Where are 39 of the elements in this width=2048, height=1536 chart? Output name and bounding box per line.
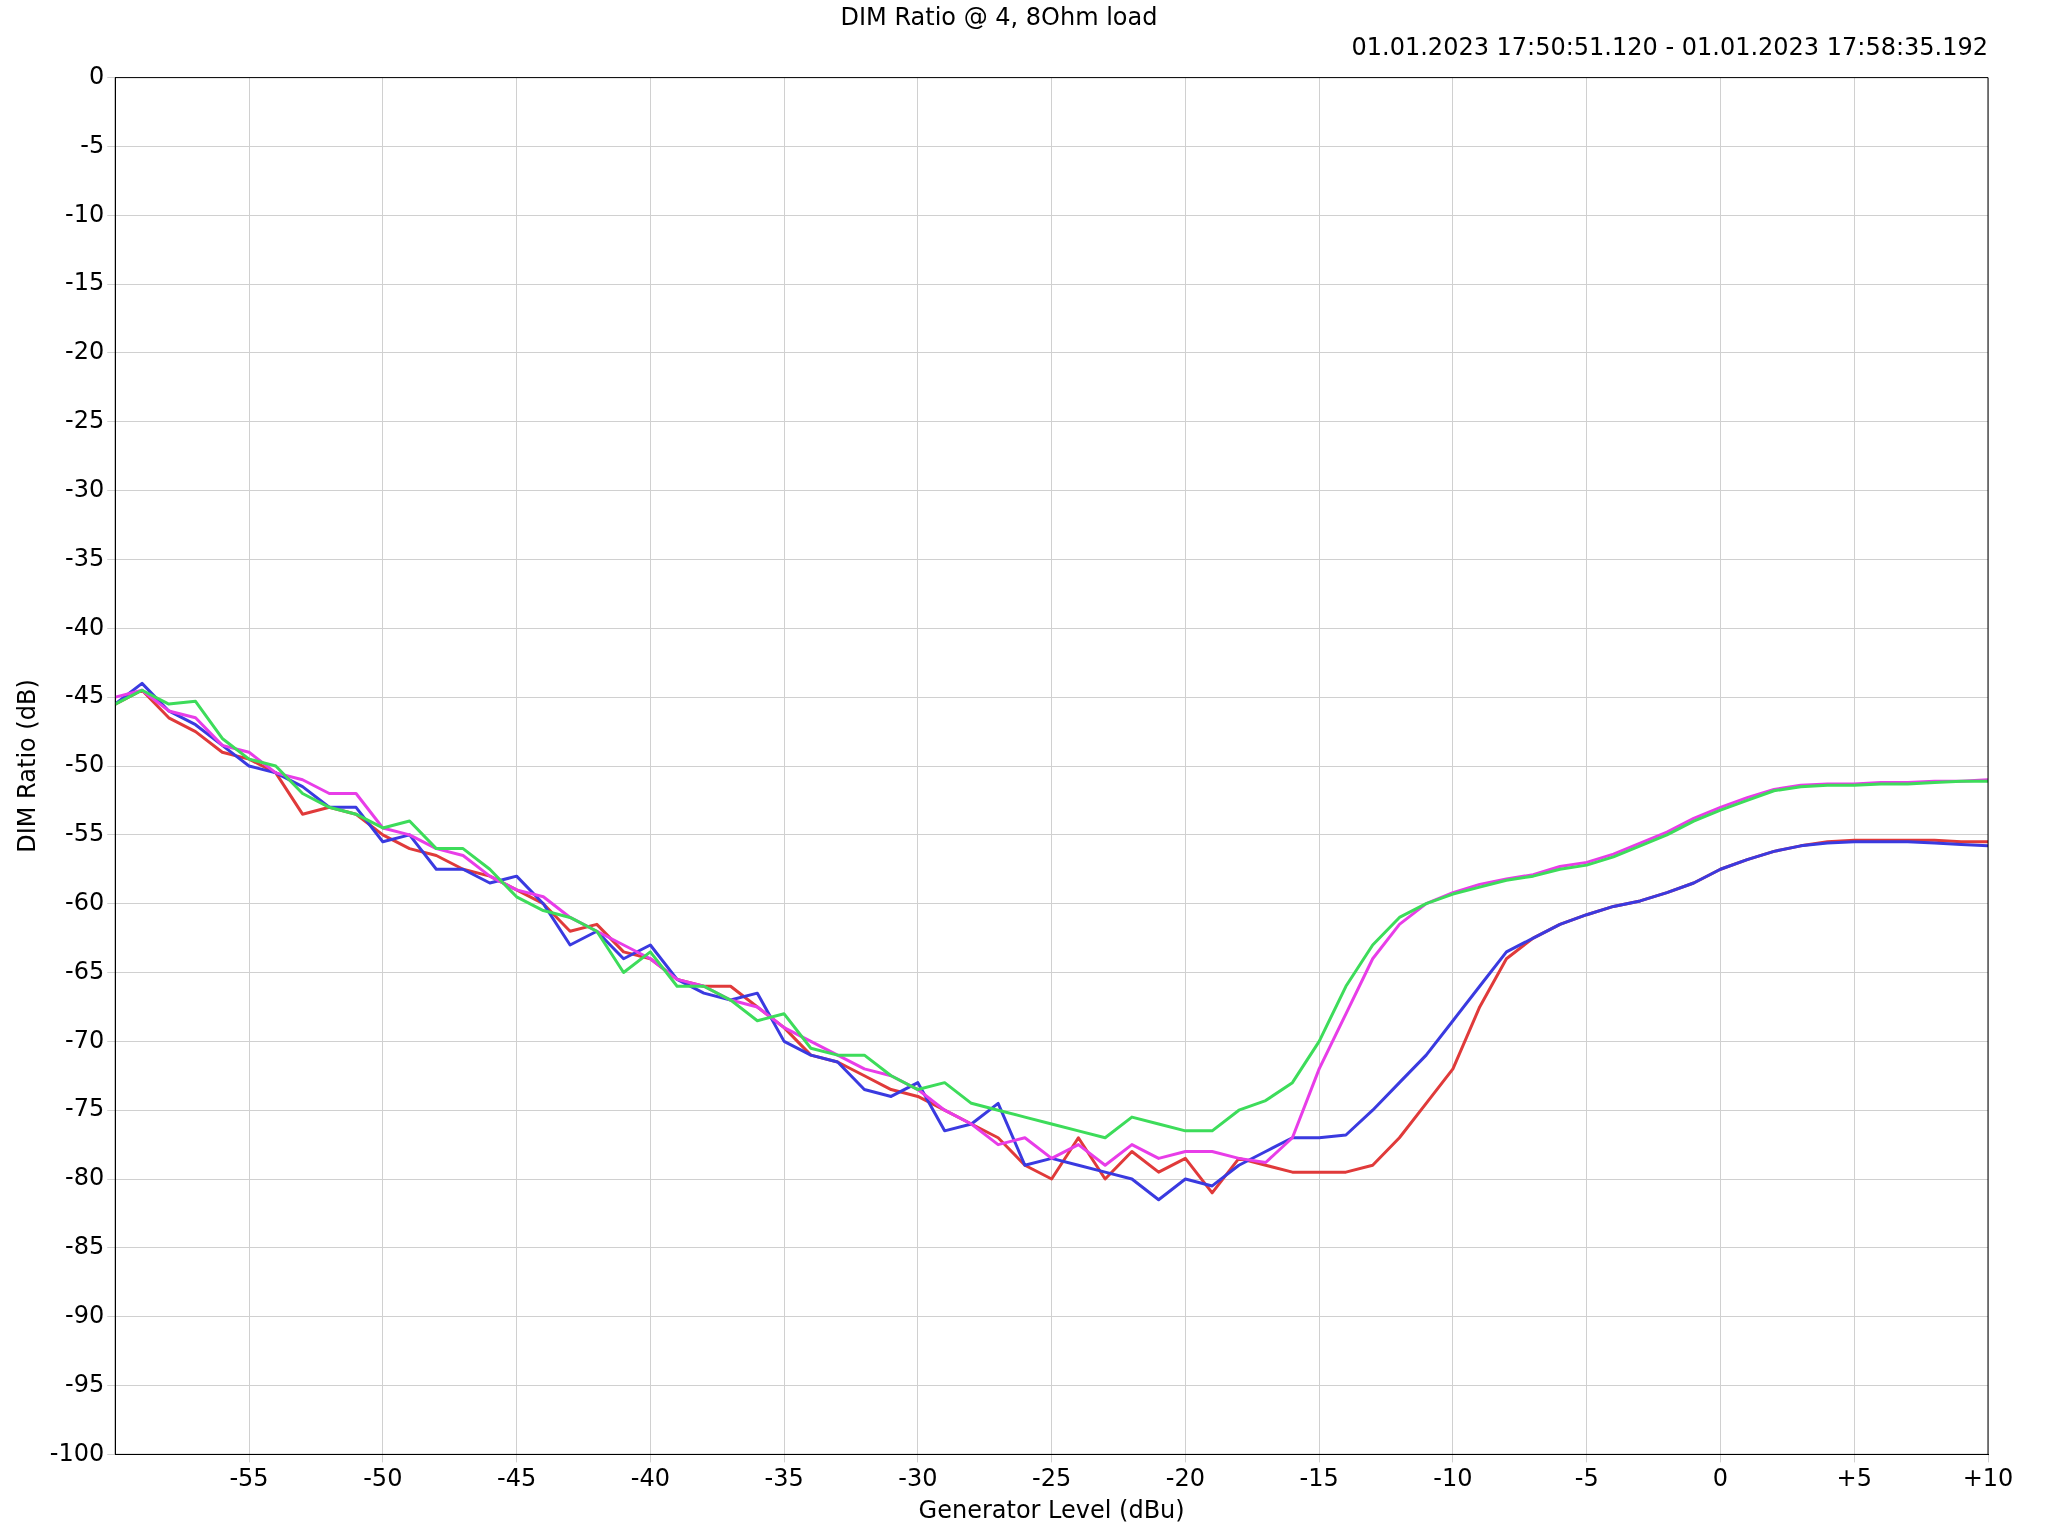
y-tick-label: -55	[65, 819, 105, 848]
x-tick-label: -55	[229, 1464, 269, 1493]
x-tick-label: -45	[496, 1464, 537, 1493]
y-tick-label: -75	[65, 1094, 105, 1123]
x-tick-label: +5	[1836, 1464, 1872, 1493]
y-tick-label: -45	[65, 681, 105, 710]
y-tick-label: -100	[49, 1438, 105, 1467]
y-tick-label: 0	[88, 61, 105, 90]
chart-title: DIM Ratio @ 4, 8Ohm load	[840, 2, 1158, 31]
y-tick-label: -25	[65, 406, 105, 435]
x-tick-label: -5	[1574, 1464, 1599, 1493]
y-tick-label: -30	[65, 474, 105, 503]
y-tick-label: -90	[65, 1300, 105, 1329]
x-tick-label: -40	[630, 1464, 670, 1493]
y-tick-label: -15	[65, 268, 105, 297]
x-tick-label: -20	[1165, 1464, 1205, 1493]
y-tick-label: -95	[65, 1369, 105, 1398]
y-tick-label: -70	[65, 1025, 105, 1054]
x-tick-label: -10	[1433, 1464, 1473, 1493]
x-tick-label: -35	[764, 1464, 804, 1493]
x-axis-title: Generator Level (dBu)	[918, 1495, 1185, 1524]
y-tick-label: -20	[65, 337, 105, 366]
y-axis-title: DIM Ratio (dB)	[12, 679, 41, 853]
y-tick-label: -80	[65, 1163, 105, 1192]
y-tick-label: -50	[65, 750, 105, 779]
x-tick-label: +10	[1962, 1464, 2014, 1493]
y-tick-label: -60	[65, 887, 105, 916]
x-tick-label: 0	[1712, 1464, 1729, 1493]
x-tick-label: -50	[363, 1464, 403, 1493]
x-tick-label: -15	[1299, 1464, 1339, 1493]
y-tick-label: -35	[65, 543, 105, 572]
y-tick-label: -10	[65, 199, 105, 228]
y-tick-label: -40	[65, 612, 105, 641]
y-tick-label: -65	[65, 956, 105, 985]
x-tick-label: -30	[898, 1464, 938, 1493]
y-tick-label: -5	[80, 130, 105, 159]
x-tick-label: -25	[1032, 1464, 1072, 1493]
y-tick-label: -85	[65, 1232, 105, 1261]
chart-subtitle: 01.01.2023 17:50:51.120 - 01.01.2023 17:58:35.192	[1351, 33, 1988, 62]
